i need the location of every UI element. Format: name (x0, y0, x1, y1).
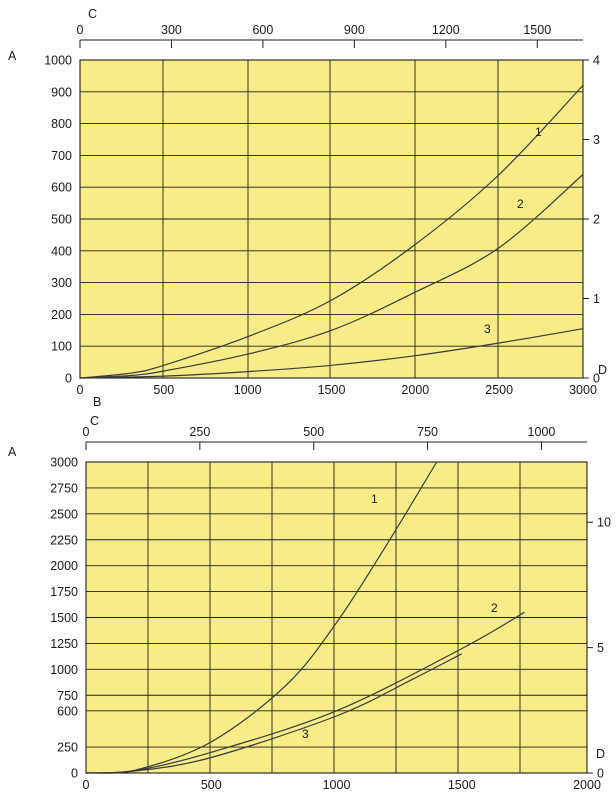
bottom-axis-tick-label: 1000 (323, 778, 351, 792)
right-axis-tick-label: 4 (593, 54, 600, 68)
curve-label-2: 2 (491, 601, 498, 615)
bottom-axis-tick-label: 2000 (573, 778, 601, 792)
top-axis-tick-label: 0 (77, 23, 84, 37)
right-axis-tick-label: 5 (597, 641, 604, 655)
bottom-axis-tick-label: 500 (153, 383, 174, 397)
bottom-axis-tick-label: 0 (83, 778, 90, 792)
left-axis-tick-label: 600 (57, 704, 78, 718)
right-axis-tick-label: 1 (593, 292, 600, 306)
left-axis-tick-label: 1000 (44, 54, 72, 68)
left-axis-tick-label: 800 (51, 117, 72, 131)
left-axis-tick-label: 0 (71, 767, 78, 781)
left-axis-letter: A (8, 445, 17, 459)
left-axis-letter: A (8, 49, 17, 63)
bottom-axis-tick-label: 1500 (448, 778, 476, 792)
top-axis-tick-label: 600 (252, 23, 273, 37)
top-axis-letter: C (88, 7, 97, 21)
top-axis-tick-label: 300 (161, 23, 182, 37)
right-axis-tick-label: 10 (597, 516, 611, 530)
left-axis-tick-label: 1250 (50, 637, 78, 651)
left-axis-tick-label: 100 (51, 340, 72, 354)
bottom-axis-letter: B (93, 395, 101, 409)
right-axis-letter: D (598, 363, 607, 377)
right-axis-tick-label: 0 (597, 767, 604, 781)
bottom-axis-tick-label: 3000 (569, 383, 597, 397)
top-axis-tick-label: 900 (344, 23, 365, 37)
curve-3 (85, 653, 463, 774)
left-axis-tick-label: 300 (51, 276, 72, 290)
curve-1 (85, 461, 438, 774)
bottom-axis-tick-label: 2500 (485, 383, 513, 397)
left-axis-tick-label: 1750 (50, 585, 78, 599)
top-axis-tick-label: 1200 (432, 23, 460, 37)
top-axis-tick-label: 0 (83, 425, 90, 439)
curve-label-3: 3 (484, 322, 491, 336)
bottom-axis-tick-label: 1500 (318, 383, 346, 397)
left-axis-tick-label: 2750 (50, 481, 78, 495)
right-axis-tick-label: 2 (593, 213, 600, 227)
left-axis-tick-label: 250 (57, 741, 78, 755)
curve-3 (79, 328, 584, 379)
left-axis-tick-label: 0 (65, 372, 72, 386)
right-axis-tick-label: 0 (593, 372, 600, 386)
plot-border (85, 461, 588, 774)
left-axis-tick-label: 600 (51, 181, 72, 195)
right-axis-letter: D (596, 747, 605, 761)
left-axis-tick-label: 1500 (50, 611, 78, 625)
curve-label-2: 2 (517, 197, 524, 211)
top-axis-tick-label: 750 (417, 425, 438, 439)
left-axis-tick-label: 700 (51, 149, 72, 163)
bottom-axis-tick-label: 1000 (234, 383, 262, 397)
chart-2: 0 250 500 750 100002506007501000125015001750… (8, 414, 611, 792)
top-axis-tick-label: 1000 (528, 425, 556, 439)
curve-label-1: 1 (371, 492, 378, 506)
top-axis-letter: C (90, 414, 99, 428)
left-axis-tick-label: 400 (51, 244, 72, 258)
curve-1 (79, 84, 584, 379)
top-axis-tick-label: 1500 (523, 23, 551, 37)
left-axis-tick-label: 2000 (50, 559, 78, 573)
curve-label-1: 1 (535, 125, 542, 139)
chart-1: 0 300 600 900 1200 15000100200300400500600700… (8, 7, 607, 409)
left-axis-tick-label: 2250 (50, 533, 78, 547)
curve-label-3: 3 (302, 727, 309, 741)
left-axis-tick-label: 1000 (50, 663, 78, 677)
left-axis-tick-label: 3000 (50, 456, 78, 470)
left-axis-tick-label: 200 (51, 308, 72, 322)
left-axis-tick-label: 900 (51, 85, 72, 99)
top-axis-tick-label: 250 (189, 425, 210, 439)
bottom-axis-tick-label: 2000 (401, 383, 429, 397)
left-axis-tick-label: 500 (51, 213, 72, 227)
left-axis-tick-label: 750 (57, 689, 78, 703)
left-axis-tick-label: 2500 (50, 507, 78, 521)
right-axis-tick-label: 3 (593, 133, 600, 147)
top-axis-tick-label: 500 (303, 425, 324, 439)
curve-2 (79, 174, 584, 379)
bottom-axis-tick-label: 0 (77, 383, 84, 397)
bottom-axis-tick-label: 500 (201, 778, 222, 792)
